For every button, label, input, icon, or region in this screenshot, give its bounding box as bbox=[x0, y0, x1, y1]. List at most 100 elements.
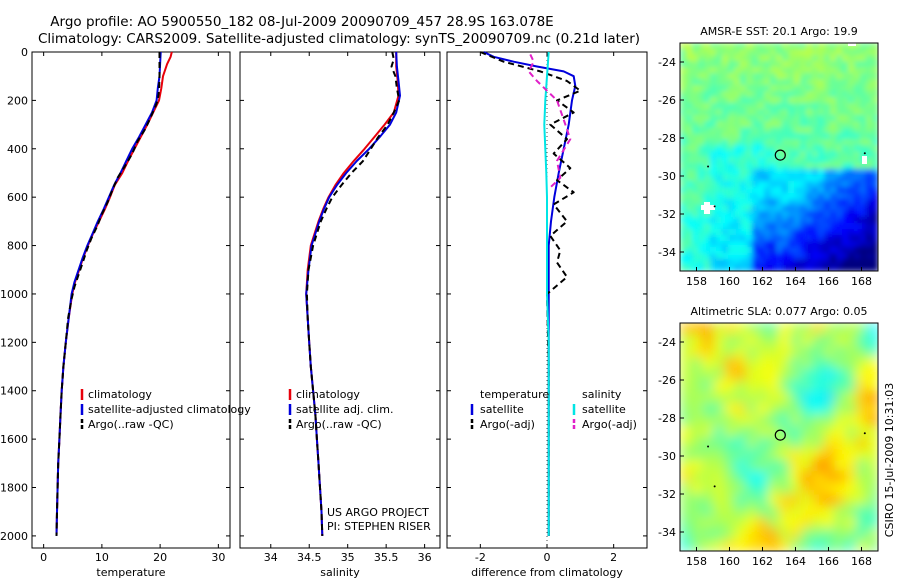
map-cell bbox=[834, 482, 846, 495]
x-tick-label: 34.5 bbox=[297, 551, 322, 564]
map-cell bbox=[768, 380, 780, 392]
map-cell bbox=[716, 241, 723, 248]
map-cell bbox=[823, 448, 835, 461]
map-cell bbox=[842, 79, 849, 86]
x-tick-label: 10 bbox=[95, 551, 109, 564]
map-cell bbox=[800, 205, 807, 212]
map-cell bbox=[713, 380, 725, 392]
map-cell bbox=[842, 223, 849, 230]
map-cell bbox=[770, 223, 777, 230]
map-cell bbox=[872, 223, 878, 230]
map-cell bbox=[824, 43, 831, 50]
map-cell bbox=[818, 199, 825, 206]
map-cell bbox=[801, 425, 813, 438]
map-cell bbox=[716, 265, 723, 271]
map-cell bbox=[716, 223, 723, 230]
map-cell bbox=[860, 73, 867, 80]
map-cell bbox=[704, 91, 711, 98]
map-cell bbox=[823, 494, 835, 506]
map-cell bbox=[818, 43, 825, 50]
map-cell bbox=[818, 85, 825, 92]
map-cell bbox=[691, 380, 703, 392]
map-cell bbox=[801, 459, 813, 472]
map-cell bbox=[740, 181, 747, 188]
map-y-tick-label: -30 bbox=[658, 450, 676, 463]
map-cell bbox=[782, 265, 789, 271]
map-cell bbox=[716, 259, 723, 266]
map-cell bbox=[836, 181, 843, 188]
map-cell bbox=[713, 368, 725, 381]
map-cell bbox=[764, 259, 771, 266]
map-cell bbox=[782, 97, 789, 104]
map-cell bbox=[860, 223, 867, 230]
map-cell bbox=[686, 109, 693, 116]
map-cell bbox=[735, 323, 747, 335]
map-cell bbox=[834, 494, 846, 506]
map-cell bbox=[812, 459, 824, 472]
map-cell bbox=[854, 253, 861, 260]
map-cell bbox=[740, 229, 747, 236]
map-cell bbox=[872, 103, 878, 110]
map-cell bbox=[790, 414, 802, 427]
map-cell bbox=[872, 115, 878, 122]
map-cell bbox=[764, 193, 771, 200]
map-cell bbox=[735, 357, 747, 370]
map-cell bbox=[746, 79, 753, 86]
map-cell bbox=[740, 253, 747, 260]
map-cell bbox=[752, 127, 759, 134]
map-cell bbox=[768, 471, 780, 484]
map-cell bbox=[757, 494, 769, 506]
map-cell bbox=[691, 528, 703, 541]
map-cell bbox=[812, 448, 824, 461]
map-cell bbox=[812, 402, 824, 415]
map-cell bbox=[702, 345, 714, 358]
map-cell bbox=[842, 211, 849, 218]
map-cell bbox=[856, 528, 868, 541]
map-title: AMSR-E SST: 20.1 Argo: 19.9 bbox=[700, 25, 858, 38]
map-cell bbox=[782, 139, 789, 146]
map-cell bbox=[746, 223, 753, 230]
map-cell bbox=[710, 151, 717, 158]
map-cell bbox=[758, 193, 765, 200]
x-axis-label: salinity bbox=[320, 566, 360, 579]
map-cell bbox=[704, 253, 711, 260]
map-cell bbox=[686, 91, 693, 98]
map-cell bbox=[794, 61, 801, 68]
legend-entry: climatology bbox=[296, 388, 360, 401]
map-cell bbox=[680, 193, 687, 200]
map-cell bbox=[702, 539, 714, 551]
map-cell bbox=[686, 241, 693, 248]
map-cell bbox=[680, 139, 687, 146]
map-cell bbox=[735, 368, 747, 381]
map-cell bbox=[692, 103, 699, 110]
map-cell bbox=[734, 85, 741, 92]
map-cell bbox=[812, 437, 824, 449]
map-cell bbox=[768, 494, 780, 506]
map-cell bbox=[680, 437, 692, 449]
map-cell bbox=[740, 241, 747, 248]
map-cell bbox=[770, 61, 777, 68]
map-cell bbox=[845, 448, 857, 461]
map-cell bbox=[758, 121, 765, 128]
map-cell bbox=[735, 494, 747, 506]
map-cell bbox=[872, 181, 878, 188]
map-cell bbox=[722, 73, 729, 80]
map-cell bbox=[728, 67, 735, 74]
map-cell bbox=[818, 67, 825, 74]
map-cell bbox=[740, 211, 747, 218]
map-cell bbox=[800, 199, 807, 206]
map-cell bbox=[764, 133, 771, 140]
map-cell bbox=[776, 169, 783, 176]
map-cell bbox=[734, 145, 741, 152]
map-cell bbox=[698, 175, 705, 182]
map-cell bbox=[776, 79, 783, 86]
map-cell bbox=[856, 425, 868, 438]
map-cell bbox=[779, 494, 791, 506]
map-cell bbox=[788, 163, 795, 170]
map-cell bbox=[746, 380, 758, 392]
map-cell bbox=[710, 67, 717, 74]
map-cell bbox=[812, 223, 819, 230]
map-cell bbox=[757, 357, 769, 370]
map-cell bbox=[848, 259, 855, 266]
map-cell bbox=[758, 49, 765, 56]
